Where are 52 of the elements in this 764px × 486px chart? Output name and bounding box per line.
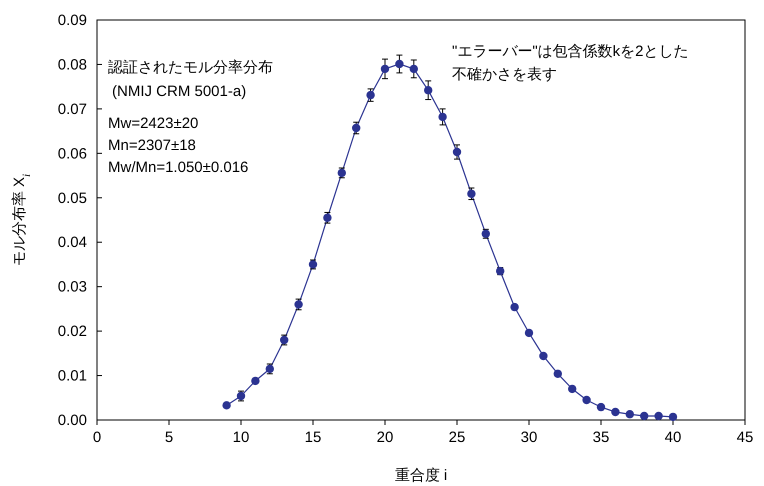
y-tick-label: 0.02 <box>58 323 87 340</box>
y-tick-label: 0.03 <box>58 278 87 296</box>
point <box>539 352 548 360</box>
point <box>410 64 418 74</box>
annotation: "エラーバー"は包含係数kを2とした <box>452 43 688 60</box>
y-tick-label: 0.09 <box>58 12 87 29</box>
point <box>668 412 678 422</box>
x-tick-label: 15 <box>304 429 322 446</box>
point <box>366 90 375 100</box>
y-tick-label: 0.05 <box>58 190 87 207</box>
point <box>654 412 663 420</box>
point <box>380 64 390 74</box>
x-tick-label: 25 <box>448 429 466 446</box>
point <box>251 376 260 386</box>
annotation: 不確かさを表す <box>452 66 557 83</box>
annotation: 認証されたモル分率分布 <box>108 59 273 76</box>
y-tick-label: 0.04 <box>58 234 87 252</box>
point <box>596 402 606 412</box>
x-tick-label: 20 <box>376 429 394 446</box>
point <box>438 112 447 122</box>
x-tick-label: 0 <box>92 429 102 446</box>
x-tick-label: 35 <box>592 429 610 446</box>
point <box>582 396 591 404</box>
point <box>640 412 648 420</box>
x-tick-label: 30 <box>520 429 538 446</box>
annotation: (NMIJ CRM 5001-a) <box>112 83 246 100</box>
point <box>395 60 404 68</box>
annotation: Mn=2307±18 <box>108 137 196 154</box>
point <box>510 302 519 312</box>
x-axis-title: 重合度 i <box>394 467 448 484</box>
x-tick-label: 45 <box>736 429 754 446</box>
point <box>568 384 576 394</box>
point <box>424 86 432 94</box>
annotation: Mw=2423±20 <box>108 115 198 132</box>
x-tick-label: 10 <box>232 429 250 446</box>
y-tick-label: 0.07 <box>58 100 87 118</box>
point <box>467 190 476 198</box>
point <box>524 328 534 338</box>
y-tick-label: 0.08 <box>58 56 87 74</box>
point <box>611 408 620 416</box>
annotation: Mw/Mn=1.050±0.016 <box>108 159 248 176</box>
y-tick-label: 0.00 <box>58 412 87 429</box>
point <box>452 148 462 156</box>
x-tick-label: 40 <box>664 429 682 446</box>
point <box>323 214 332 222</box>
point <box>554 370 562 378</box>
point <box>352 124 360 132</box>
y-tick-label: 0.01 <box>58 368 87 385</box>
x-tick-label: 5 <box>164 429 174 446</box>
y-tick-label: 0.06 <box>58 145 87 162</box>
point <box>626 410 634 418</box>
point <box>222 401 231 410</box>
